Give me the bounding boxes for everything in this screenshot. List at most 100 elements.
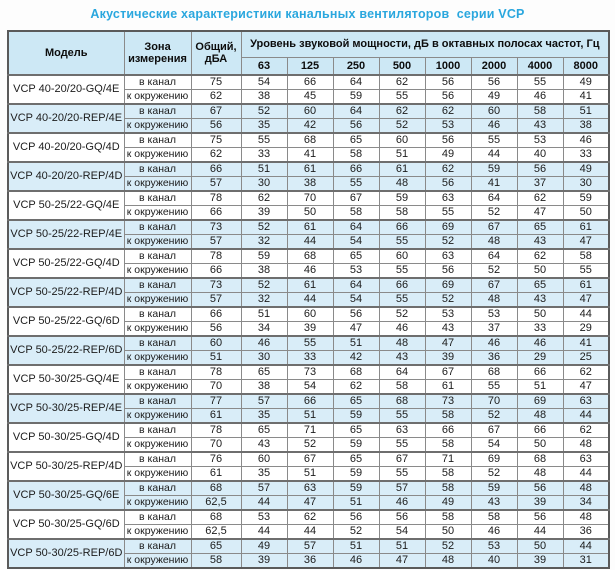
table-row: к окружению 61 35 51 59 55 58 52 48 44 [8, 408, 610, 424]
level-cell-125hz: 47 [286, 495, 334, 511]
level-cell-4000hz: 66 [516, 364, 564, 380]
level-cell-1000hz: 66 [424, 422, 472, 438]
level-cell-2000hz: 67 [470, 219, 518, 235]
measurement-zone-cell: к окружению [123, 321, 192, 337]
total-dba-cell: 75 [190, 74, 242, 90]
level-cell-4000hz: 39 [516, 495, 564, 511]
level-cell-4000hz: 51 [516, 379, 564, 395]
level-cell-8000hz: 47 [562, 292, 610, 308]
level-cell-125hz: 44 [286, 524, 334, 540]
level-cell-125hz: 52 [286, 437, 334, 453]
level-cell-250hz: 65 [332, 248, 380, 264]
level-cell-4000hz: 48 [516, 408, 564, 424]
level-cell-250hz: 55 [332, 176, 380, 192]
measurement-zone-cell: в канал [123, 364, 192, 380]
col-header-freq-125: 125 [286, 56, 334, 76]
level-cell-4000hz: 48 [516, 466, 564, 482]
level-cell-1000hz: 55 [424, 205, 472, 221]
measurement-zone-cell: к окружению [123, 292, 192, 308]
total-dba-cell: 56 [190, 118, 242, 134]
level-cell-125hz: 42 [286, 118, 334, 134]
table-row: VCP 50-30/25-GQ/4D в канал 78 65 71 65 63 66 67 6… [7, 422, 610, 453]
level-cell-250hz: 65 [332, 393, 380, 409]
measurement-zone-cell: в канал [123, 248, 192, 264]
level-cell-4000hz: 56 [516, 480, 564, 496]
measurement-zone-cell: к окружению [123, 553, 192, 569]
table-row: VCP 50-25/22-GQ/4E в канал 78 62 70 67 59 63 64 6… [7, 190, 610, 221]
measurement-zone-cell: в канал [123, 393, 192, 409]
level-cell-4000hz: 46 [516, 89, 564, 105]
level-cell-63hz: 55 [240, 132, 288, 148]
level-cell-500hz: 56 [378, 509, 426, 525]
level-cell-500hz: 47 [378, 553, 426, 569]
level-cell-125hz: 60 [286, 306, 334, 322]
level-cell-125hz: 33 [286, 350, 334, 366]
level-cell-2000hz: 43 [470, 495, 518, 511]
table-row: к окружению 62 33 41 58 51 49 44 40 33 [8, 147, 610, 163]
level-cell-63hz: 49 [240, 538, 288, 554]
level-cell-250hz: 67 [332, 190, 380, 206]
level-cell-125hz: 51 [286, 408, 334, 424]
level-cell-500hz: 55 [378, 263, 426, 279]
level-cell-125hz: 57 [286, 538, 334, 554]
level-cell-1000hz: 69 [424, 219, 472, 235]
total-dba-cell: 73 [190, 219, 242, 235]
level-cell-1000hz: 52 [424, 292, 472, 308]
level-cell-2000hz: 56 [470, 74, 518, 90]
model-name-cell: VCP 50-30/25-REP/6D [7, 538, 125, 569]
col-header-frequency-caption: Уровень звуковой мощности, дБ в октавных… [240, 30, 610, 58]
level-cell-2000hz: 67 [470, 277, 518, 293]
level-cell-4000hz: 33 [516, 321, 564, 337]
level-cell-500hz: 46 [378, 495, 426, 511]
level-cell-500hz: 57 [378, 480, 426, 496]
level-cell-8000hz: 62 [562, 422, 610, 438]
level-cell-250hz: 68 [332, 364, 380, 380]
level-cell-8000hz: 49 [562, 74, 610, 90]
level-cell-8000hz: 25 [562, 350, 610, 366]
level-cell-2000hz: 59 [470, 480, 518, 496]
table-row: VCP 50-30/25-GQ/4E в канал 78 65 73 68 64 67 68 6… [7, 364, 610, 395]
level-cell-63hz: 62 [240, 190, 288, 206]
level-cell-500hz: 54 [378, 524, 426, 540]
level-cell-500hz: 60 [378, 248, 426, 264]
level-cell-8000hz: 41 [562, 335, 610, 351]
total-dba-cell: 75 [190, 132, 242, 148]
level-cell-8000hz: 33 [562, 147, 610, 163]
level-cell-125hz: 68 [286, 248, 334, 264]
measurement-zone-cell: к окружению [123, 408, 192, 424]
level-cell-2000hz: 48 [470, 234, 518, 250]
level-cell-8000hz: 47 [562, 234, 610, 250]
level-cell-2000hz: 44 [470, 147, 518, 163]
page-title: Акустические характеристики канальных ве… [90, 7, 525, 21]
level-cell-250hz: 51 [332, 495, 380, 511]
model-name-cell: VCP 50-30/25-REP/4E [7, 393, 125, 424]
measurement-zone-cell: в канал [123, 538, 192, 554]
level-cell-8000hz: 55 [562, 263, 610, 279]
total-dba-cell: 73 [190, 277, 242, 293]
level-cell-500hz: 55 [378, 437, 426, 453]
level-cell-8000hz: 44 [562, 408, 610, 424]
table-row: VCP 50-25/22-REP/4E в канал 73 52 61 64 66 69 67… [7, 219, 610, 250]
level-cell-500hz: 43 [378, 350, 426, 366]
total-dba-cell: 61 [190, 466, 242, 482]
table-row: к окружению 70 43 52 59 55 58 54 50 48 [8, 437, 610, 453]
level-cell-63hz: 38 [240, 379, 288, 395]
table-row: к окружению 62,5 44 47 51 46 49 43 39 34 [8, 495, 610, 511]
level-cell-1000hz: 63 [424, 248, 472, 264]
measurement-zone-cell: к окружению [123, 495, 192, 511]
level-cell-8000hz: 44 [562, 466, 610, 482]
level-cell-63hz: 51 [240, 161, 288, 177]
level-cell-500hz: 62 [378, 103, 426, 119]
level-cell-125hz: 68 [286, 132, 334, 148]
level-cell-125hz: 50 [286, 205, 334, 221]
level-cell-8000hz: 63 [562, 393, 610, 409]
total-dba-cell: 68 [190, 480, 242, 496]
total-dba-cell: 78 [190, 190, 242, 206]
level-cell-4000hz: 50 [516, 437, 564, 453]
measurement-zone-cell: к окружению [123, 524, 192, 540]
col-header-zone: Зона измерения [123, 30, 192, 76]
total-dba-cell: 70 [190, 379, 242, 395]
col-header-freq-250: 250 [332, 56, 380, 76]
level-cell-8000hz: 63 [562, 451, 610, 467]
level-cell-2000hz: 55 [470, 132, 518, 148]
